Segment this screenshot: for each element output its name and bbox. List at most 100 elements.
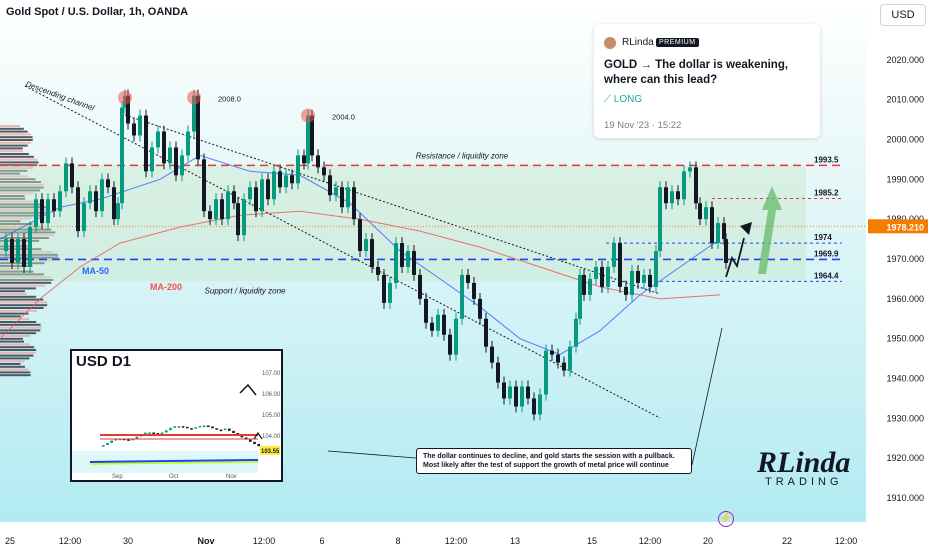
y-tick-label: 1960.000	[886, 294, 924, 304]
volume-profile-bar	[0, 323, 41, 326]
candle-body	[40, 199, 44, 224]
candle-body	[28, 227, 32, 267]
x-tick-label: 12:00	[253, 536, 276, 546]
volume-profile-bar	[0, 223, 33, 225]
candle-body	[544, 350, 548, 395]
volume-profile-bar	[0, 228, 52, 231]
inset-price-badge	[260, 446, 280, 455]
volume-profile-bar	[0, 206, 49, 209]
volume-profile-bar	[0, 318, 30, 321]
x-tick-label: 12:00	[639, 536, 662, 546]
candle-body	[34, 199, 38, 228]
volume-profile-bar	[0, 279, 54, 281]
volume-profile-bar	[0, 186, 44, 189]
volume-profile-bar	[0, 192, 34, 195]
volume-profile-bar	[0, 374, 31, 377]
candle-body	[52, 199, 56, 212]
volume-profile-bar	[0, 357, 30, 360]
x-tick-label: 12:00	[445, 536, 468, 546]
inset-candle	[194, 427, 197, 429]
idea-card[interactable]: RLinda PREMIUM GOLD → The dollar is weak…	[594, 24, 820, 138]
candle-body	[192, 95, 196, 132]
candle-body	[310, 115, 314, 156]
candle-body	[334, 187, 338, 196]
logo-main: RLinda	[757, 446, 851, 479]
idea-direction: ⟋ LONG	[604, 94, 643, 105]
y-tick-label: 1970.000	[886, 254, 924, 264]
volume-profile-bar	[0, 225, 44, 228]
candle-body	[406, 251, 410, 267]
x-tick-label: 22	[782, 536, 792, 546]
candle-body	[418, 274, 422, 299]
author-name[interactable]: RLinda	[622, 37, 654, 48]
x-tick-label: 12:00	[59, 536, 82, 546]
candle-body	[648, 274, 652, 287]
x-tick-label: 20	[703, 536, 713, 546]
y-tick-label: 2010.000	[886, 95, 924, 105]
volume-profile-bar	[0, 343, 30, 346]
volume-profile-bar	[0, 332, 37, 335]
lightning-icon[interactable]: ⚡	[718, 511, 734, 527]
volume-profile-bar	[0, 304, 48, 307]
candle-body	[100, 179, 104, 212]
y-tick-label: 1990.000	[886, 174, 924, 184]
candle-body	[168, 147, 172, 164]
ma200-label: MA-200	[150, 282, 182, 292]
candle-body	[284, 175, 288, 188]
inset-candle	[177, 426, 181, 428]
inset-candle	[207, 425, 210, 428]
candle-body	[550, 350, 554, 355]
volume-profile-bar	[0, 133, 31, 136]
volume-profile-bar	[0, 346, 35, 349]
volume-profile-bar	[0, 354, 34, 357]
candle-body	[316, 155, 320, 168]
volume-profile-bar	[0, 293, 27, 295]
volume-profile-bar	[0, 363, 21, 365]
candle-body	[658, 187, 662, 252]
currency-button[interactable]: USD	[880, 4, 926, 26]
candle-body	[578, 274, 582, 319]
candle-body	[70, 163, 74, 188]
inset-arrow	[253, 431, 263, 440]
volume-profile-bar	[0, 139, 33, 141]
y-tick-label: 2020.000	[886, 55, 924, 65]
candle-body	[388, 282, 392, 303]
inset-svg: 107.00 106.00 105.00 104.00 103.55 Sep Oct Nov	[72, 351, 281, 480]
candle-body	[556, 354, 560, 363]
candle-body	[538, 394, 542, 415]
candle-body	[364, 239, 368, 252]
volume-profile-bar	[0, 231, 56, 234]
volume-profile-bar	[0, 197, 26, 200]
y-tick-label: 1910.000	[886, 493, 924, 503]
candle-body	[704, 207, 708, 220]
candle-body	[478, 298, 482, 319]
volume-profile-bar	[0, 125, 20, 127]
candle-body	[232, 191, 236, 204]
candle-body	[636, 270, 640, 283]
candle-body	[568, 346, 572, 371]
price-axis[interactable]	[866, 0, 932, 550]
candle-body	[296, 155, 300, 184]
candle-body	[346, 187, 350, 208]
candle-body	[682, 171, 686, 200]
author-avatar[interactable]	[604, 37, 616, 49]
volume-profile-bar	[0, 161, 39, 164]
inset-candle	[165, 430, 168, 433]
premium-badge: PREMIUM	[656, 38, 699, 47]
candle-body	[514, 386, 518, 407]
time-axis[interactable]	[0, 522, 866, 550]
candle-body	[186, 131, 190, 156]
brand-logo: RLinda TRADING	[757, 446, 851, 488]
inset-y-tick: 104.00	[262, 434, 281, 440]
x-tick-label: 12:00	[835, 536, 858, 546]
volume-profile-bar	[0, 360, 25, 363]
current-price-label: 1978.210	[886, 222, 924, 232]
volume-profile-bar	[0, 315, 21, 318]
inset-candle	[173, 426, 176, 428]
candle-body	[630, 270, 634, 295]
logo-sub: TRADING	[765, 476, 843, 488]
inset-y-tick: 107.00	[262, 371, 281, 377]
volume-profile-bar	[0, 136, 33, 139]
idea-title[interactable]: GOLD → The dollar is weakening, where ca…	[604, 59, 789, 86]
peak-marker	[118, 90, 132, 105]
